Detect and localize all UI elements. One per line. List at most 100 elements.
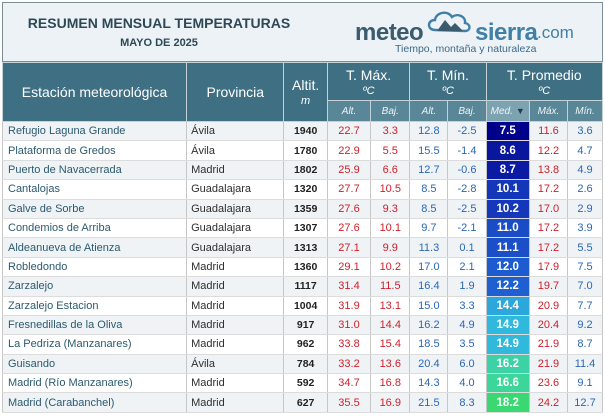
tmin-high-cell: 15.0: [409, 296, 449, 316]
header-tmin-alt[interactable]: Alt.: [409, 100, 449, 122]
tmax-low-cell: 5.5: [370, 140, 411, 161]
altitude-cell: 784: [283, 354, 328, 375]
tmin-low-cell: 6.0: [447, 354, 487, 375]
altitude-cell: 592: [283, 373, 328, 394]
station-cell: Madrid (Río Manzanares): [1, 373, 188, 394]
province-cell: Madrid: [186, 334, 285, 355]
sort-descending-icon[interactable]: ▼: [515, 105, 525, 116]
tmin-low-cell: -2.8: [447, 179, 487, 200]
tmin-low-cell: -0.6: [447, 160, 487, 181]
province-cell: Madrid: [186, 257, 285, 278]
station-cell: Fresnedillas de la Oliva: [1, 315, 188, 336]
avg-min-cell: 7.0: [567, 276, 603, 297]
table-row: Refugio Laguna Grande Ávila 1940 22.7 3.3 12.…: [1, 121, 603, 142]
meteosierra-logo[interactable]: meteo sierra .com Tiempo, montaña y natu…: [355, 7, 595, 61]
province-cell: Ávila: [186, 354, 285, 375]
avg-temp-cell: 10.1: [485, 179, 530, 200]
avg-temp-cell: 8.7: [485, 160, 530, 181]
logo-word-sierra: sierra: [475, 19, 538, 46]
table-row: Robledondo Madrid 1360 29.1 10.2 17.0 2.1 12.0 1…: [1, 257, 603, 278]
station-cell: Aldeanueva de Atienza: [1, 237, 188, 258]
avg-temp-cell: 18.2: [485, 392, 530, 413]
tmin-low-cell: -2.5: [447, 121, 487, 142]
avg-min-cell: 12.7: [567, 392, 603, 413]
avg-min-cell: 3.9: [567, 218, 603, 239]
avg-min-cell: 2.6: [567, 179, 603, 200]
tmax-low-cell: 10.2: [370, 257, 411, 278]
table-row: Zarzalejo Madrid 1117 31.4 11.5 16.4 1.9 12.2 19…: [1, 276, 603, 297]
station-cell: Zarzalejo Estacion: [1, 296, 188, 316]
header-tmax-baj[interactable]: Baj.: [370, 100, 411, 122]
avg-temp-cell: 7.5: [485, 121, 530, 142]
avg-max-cell: 17.2: [528, 179, 569, 200]
avg-temp-cell: 11.0: [485, 218, 530, 239]
station-cell: Robledondo: [1, 257, 188, 278]
altitude-cell: 1117: [283, 276, 328, 297]
altitude-cell: 1359: [283, 199, 328, 219]
altitude-cell: 1360: [283, 257, 328, 278]
tmax-high-cell: 22.7: [326, 121, 372, 142]
tmin-high-cell: 8.5: [409, 179, 449, 200]
avg-max-cell: 17.9: [528, 257, 569, 278]
tmin-high-cell: 20.4: [409, 354, 449, 375]
avg-max-cell: 12.2: [528, 140, 569, 161]
tmax-low-cell: 9.9: [370, 237, 411, 258]
avg-max-cell: 19.7: [528, 276, 569, 297]
header-tmin-baj[interactable]: Baj.: [447, 100, 487, 122]
tmax-high-cell: 27.6: [326, 199, 372, 219]
province-cell: Madrid: [186, 160, 285, 181]
table-row: Madrid (Carabanchel) Madrid 627 35.5 16.9 21.…: [1, 392, 603, 413]
avg-temp-cell: 14.9: [485, 334, 530, 355]
tmin-high-cell: 12.7: [409, 160, 449, 181]
tmax-high-cell: 31.0: [326, 315, 372, 336]
header-altitude-label: Altit.: [292, 77, 320, 93]
tmin-high-cell: 8.5: [409, 199, 449, 219]
table-row: Fresnedillas de la Oliva Madrid 917 31.0 14.…: [1, 315, 603, 336]
table-body: Refugio Laguna Grande Ávila 1940 22.7 3.3 12.…: [1, 121, 603, 413]
header-tavg-min[interactable]: Mín.: [567, 100, 603, 122]
avg-temp-cell: 16.6: [485, 373, 530, 394]
header-altitude[interactable]: Altit. m: [283, 62, 328, 122]
table-row: Puerto de Navacerrada Madrid 1802 25.9 6.6 12…: [1, 160, 603, 181]
header-tavg-label: T. Promedio: [506, 66, 582, 83]
tmin-high-cell: 11.3: [409, 237, 449, 258]
header-tavg-unit: ºC: [538, 84, 551, 97]
avg-max-cell: 11.6: [528, 121, 569, 142]
avg-max-cell: 17.0: [528, 199, 569, 219]
header-tavg-med[interactable]: Med. ▼: [485, 100, 530, 122]
tmax-high-cell: 35.5: [326, 392, 372, 413]
avg-temp-cell: 11.1: [485, 237, 530, 258]
province-cell: Ávila: [186, 140, 285, 161]
avg-min-cell: 7.7: [567, 296, 603, 316]
station-cell: Cantalojas: [1, 179, 188, 200]
altitude-cell: 1320: [283, 179, 328, 200]
station-cell: Galve de Sorbe: [1, 199, 188, 219]
header-tmax-unit: ºC: [362, 84, 375, 97]
header-station[interactable]: Estación meteorológica: [1, 62, 188, 122]
station-cell: Plataforma de Gredos: [1, 140, 188, 161]
table-row: Galve de Sorbe Guadalajara 1359 27.6 9.3 8.5-…: [1, 199, 603, 219]
station-cell: Madrid (Carabanchel): [1, 392, 188, 413]
avg-temp-cell: 16.2: [485, 354, 530, 375]
header-tavg-max[interactable]: Máx.: [528, 100, 569, 122]
avg-min-cell: 3.6: [567, 121, 603, 142]
avg-max-cell: 21.9: [528, 334, 569, 355]
header-tmax-alt[interactable]: Alt.: [326, 100, 372, 122]
avg-min-cell: 11.4: [567, 354, 603, 375]
header-province[interactable]: Provincia: [186, 62, 285, 122]
table-row: Guisando Ávila 784 33.2 13.6 20.4 6.0 16.2 21.9 1…: [1, 354, 603, 375]
station-cell: Condemios de Arriba: [1, 218, 188, 239]
avg-min-cell: 7.5: [567, 257, 603, 278]
tmax-low-cell: 10.1: [370, 218, 411, 239]
tmin-high-cell: 15.5: [409, 140, 449, 161]
tmax-low-cell: 9.3: [370, 199, 411, 219]
station-cell: Refugio Laguna Grande: [1, 121, 188, 142]
tmax-low-cell: 11.5: [370, 276, 411, 297]
tmin-high-cell: 16.2: [409, 315, 449, 336]
avg-max-cell: 21.9: [528, 354, 569, 375]
temperature-table: Estación meteorológica Provincia Altit. …: [1, 62, 604, 413]
province-cell: Guadalajara: [186, 199, 285, 219]
tmin-low-cell: -2.1: [447, 218, 487, 239]
header-tavg: T. Promedio ºC: [485, 62, 604, 101]
avg-max-cell: 13.8: [528, 160, 569, 181]
